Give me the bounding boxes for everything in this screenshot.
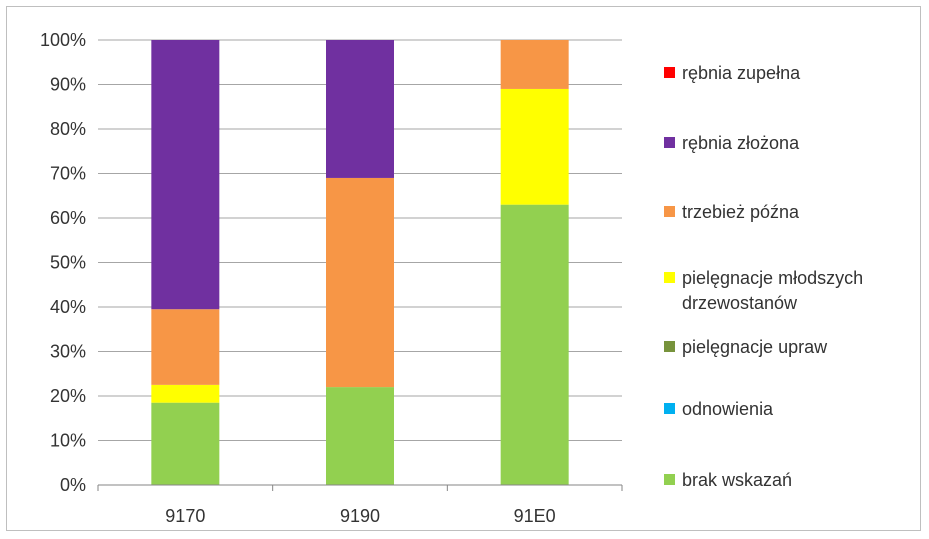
legend-label: brak wskazań [682, 470, 792, 490]
legend: rębnia zupełna rębnia złożona trzebież póź… [664, 63, 863, 490]
legend-swatch [664, 67, 675, 78]
y-tick-label: 100% [40, 30, 86, 50]
legend-label: odnowienia [682, 399, 774, 419]
bar-9190-trzebiez-pozna [326, 177, 394, 388]
legend-label: rębnia zupełna [682, 63, 801, 83]
bar-9170-brak-wskazan [151, 402, 220, 485]
legend-swatch [664, 403, 675, 414]
legend-swatch [664, 272, 675, 283]
bar-9170-pielegnacje-mlodszych-drzewostanow [151, 384, 220, 403]
legend-swatch [664, 137, 675, 148]
y-tick-label: 0% [60, 475, 86, 495]
y-tick-label: 50% [50, 253, 86, 273]
y-tick-label: 30% [50, 342, 86, 362]
y-tick-label: 10% [50, 431, 86, 451]
x-axis-tick-labels: 9170 9190 91E0 [165, 506, 555, 526]
legend-item-rebnia-zupelna: rębnia zupełna [664, 63, 801, 83]
x-tick-label: 91E0 [514, 506, 556, 526]
y-tick-label: 70% [50, 164, 86, 184]
legend-item-odnowienia: odnowienia [664, 399, 774, 419]
bar-91e0-pielegnacje-mlodszych-drzewostanow [500, 88, 569, 205]
x-tick-label: 9190 [340, 506, 380, 526]
bar-9190-brak-wskazan [326, 387, 394, 485]
legend-item-brak-wskazan: brak wskazań [664, 470, 792, 490]
bars [151, 40, 569, 485]
y-axis-tick-labels: 0% 10% 20% 30% 40% 50% 60% 70% 80% 90% 100% [40, 30, 86, 495]
legend-item-pielegnacje-mlodszych-drzewostanow: pielęgnacje młodszych drzewostanów [664, 268, 863, 313]
bar-9170-rebnia-zlozona [151, 40, 220, 310]
legend-item-pielegnacje-upraw: pielęgnacje upraw [664, 337, 828, 357]
legend-swatch [664, 341, 675, 352]
y-tick-label: 20% [50, 386, 86, 406]
x-tick-label: 9170 [165, 506, 205, 526]
x-axis [97, 484, 623, 491]
legend-label: trzebież późna [682, 202, 800, 222]
legend-swatch [664, 474, 675, 485]
y-tick-label: 80% [50, 119, 86, 139]
y-tick-label: 60% [50, 208, 86, 228]
legend-item-rebnia-zlozona: rębnia złożona [664, 133, 800, 153]
legend-label: rębnia złożona [682, 133, 800, 153]
y-tick-label: 40% [50, 297, 86, 317]
bar-9190-rebnia-zlozona [326, 40, 394, 178]
y-tick-label: 90% [50, 75, 86, 95]
bar-91e0-brak-wskazan [500, 204, 569, 485]
legend-label: pielęgnacje upraw [682, 337, 828, 357]
bar-91e0-trzebiez-pozna [500, 40, 569, 89]
legend-swatch [664, 206, 675, 217]
legend-label: pielęgnacje młodszych drzewostanów [682, 268, 863, 313]
legend-item-trzebiez-pozna: trzebież późna [664, 202, 800, 222]
bar-9170-trzebiez-pozna [151, 309, 220, 385]
